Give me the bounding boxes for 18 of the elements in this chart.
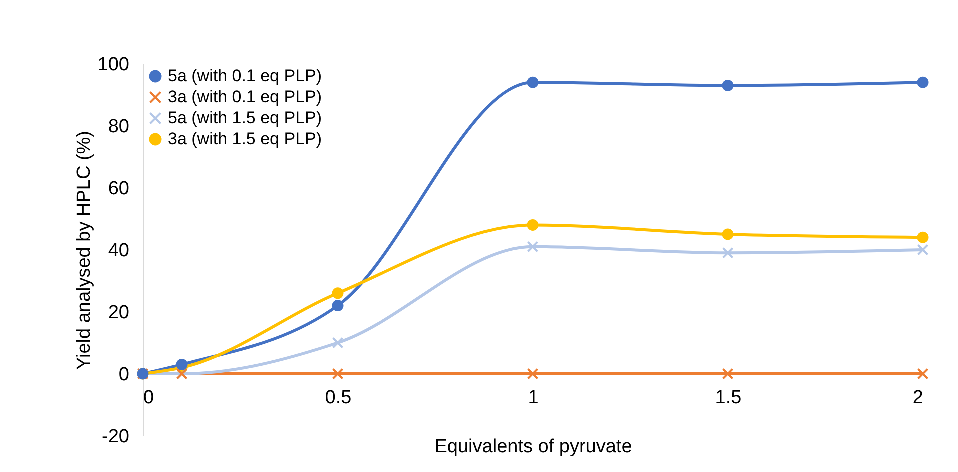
y-tick-label: 80 xyxy=(108,116,130,138)
y-tick-label: 100 xyxy=(98,54,130,76)
x-tick-label: 2 xyxy=(912,388,924,408)
y-tick-label: 0 xyxy=(118,364,130,386)
x-tick-label: 0 xyxy=(144,388,154,408)
y-tick-label: 40 xyxy=(108,240,130,262)
y-tick-label: 60 xyxy=(108,178,130,200)
legend-label: 5a (with 1.5 eq PLP) xyxy=(168,108,322,128)
y-tick-label: -20 xyxy=(102,426,130,448)
y-axis-title: Yield analysed by HPLC (%) xyxy=(74,130,95,370)
y-tick-label: 20 xyxy=(108,302,130,324)
legend-label: 5a (with 0.1 eq PLP) xyxy=(168,66,322,86)
x-axis-title: Equivalents of pyruvate xyxy=(434,436,632,458)
x-tick-label: 1.5 xyxy=(715,388,742,408)
legend-label: 3a (with 1.5 eq PLP) xyxy=(168,130,322,148)
x-tick-label: 0.5 xyxy=(325,388,352,408)
x-tick-label: 1 xyxy=(528,388,539,408)
legend-label: 3a (with 0.1 eq PLP) xyxy=(168,88,322,106)
